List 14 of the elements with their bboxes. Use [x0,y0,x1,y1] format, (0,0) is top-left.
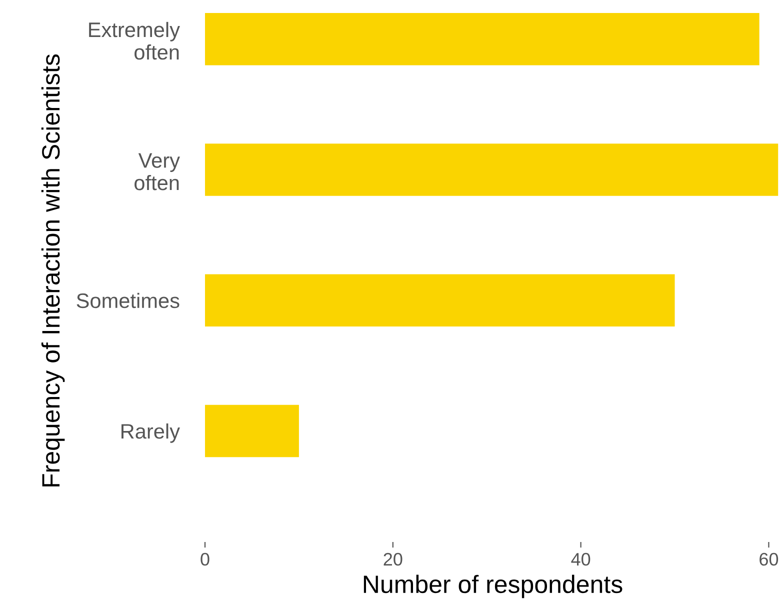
y-tick-label: Extremely often [89,22,180,60]
y-axis-title: Frequency of Interaction with Scientists [41,54,65,486]
y-tick-label: Rarely [122,423,180,443]
bar [205,404,299,458]
x-tick-label: 20 [384,552,402,566]
y-tick-label: Sometimes [76,292,180,308]
x-axis-title: Number of respondents [364,574,622,598]
x-tick-label: 0 [200,552,210,566]
bar [205,144,778,196]
bar [205,13,760,66]
x-tick-label: 60 [760,552,778,566]
y-tick-label: Very often [134,153,180,190]
bar [205,274,675,327]
x-tick-label: 40 [571,552,590,566]
